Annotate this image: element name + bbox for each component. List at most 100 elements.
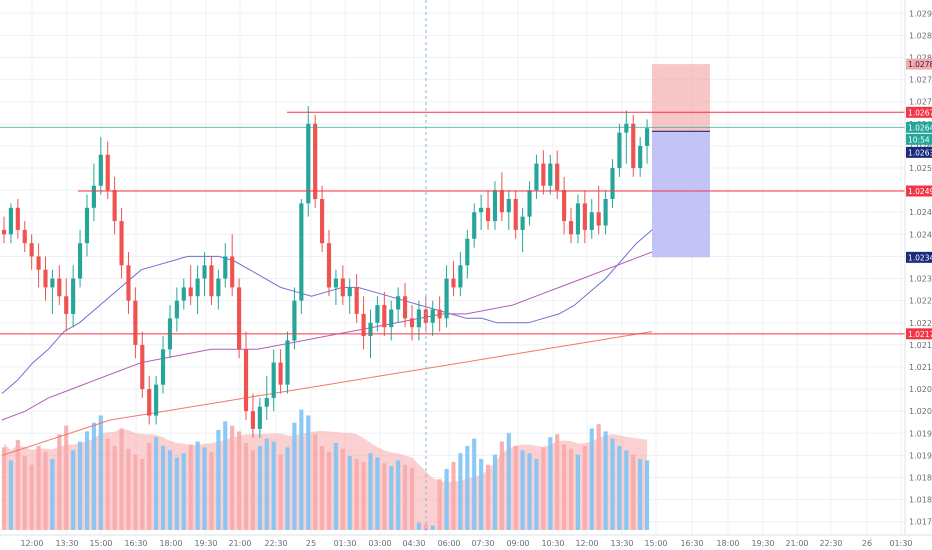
level-price-tag-box <box>906 106 932 118</box>
candle-body <box>610 168 615 199</box>
candle-body <box>555 163 560 191</box>
candle-body <box>250 411 256 429</box>
candle-body <box>465 238 470 266</box>
candle-body <box>492 190 498 222</box>
volume-bar <box>264 438 269 530</box>
time-tick-label: 13:30 <box>610 539 633 548</box>
volume-bar <box>479 458 484 530</box>
volume-bar <box>624 450 629 530</box>
candle-body <box>568 221 574 235</box>
horizontal-levels[interactable] <box>0 111 905 335</box>
candle-body <box>596 212 601 226</box>
candle-body <box>444 278 449 319</box>
volume-bar <box>333 443 338 530</box>
candle-body <box>306 123 311 204</box>
short-position-tool[interactable] <box>652 64 710 258</box>
candle-body <box>382 305 387 328</box>
target-price-tag-box <box>906 251 932 263</box>
candle-body <box>541 163 546 186</box>
volume-bar <box>112 445 117 530</box>
time-tick-label: 18:00 <box>159 539 182 548</box>
candle-body <box>340 278 345 297</box>
candle-body <box>271 362 276 398</box>
price-tick-label: 1.02850 <box>909 31 932 40</box>
time-tick-label: 19:30 <box>751 539 774 548</box>
candle-body <box>575 203 581 235</box>
volume-bar <box>1 447 7 530</box>
level-price-tag-box <box>906 328 932 340</box>
stop-price-tag-box <box>906 58 932 70</box>
candle-body <box>354 287 359 314</box>
candle-body <box>174 300 179 319</box>
volume-bar <box>285 447 290 530</box>
volume-bar <box>22 456 27 530</box>
volume-bar <box>541 447 546 530</box>
candle-body <box>237 287 242 350</box>
stop-price-tag: 1.02785 <box>908 60 932 69</box>
volume-bar <box>257 445 262 530</box>
price-tick-label: 1.02450 <box>909 208 932 217</box>
volume-bar <box>216 429 221 530</box>
candle-body <box>119 221 124 266</box>
volume-bar <box>444 469 449 530</box>
time-axis[interactable]: 12:00 13:30 15:00 16:30 18:00 19:30 21:00 22:30… <box>20 539 912 548</box>
price-tick-label: 1.02050 <box>909 385 932 394</box>
volume-bar <box>91 422 96 530</box>
candle-body <box>230 256 235 288</box>
time-tick-label: 21:00 <box>228 539 251 548</box>
price-tick-label: 1.02400 <box>909 230 932 239</box>
price-tick-label: 1.02300 <box>909 275 932 284</box>
level-price-tag: 1.02175 <box>908 330 932 339</box>
candle-body <box>112 190 117 222</box>
candle-body <box>513 198 518 230</box>
volume-bar <box>299 409 304 530</box>
time-tick-label: 22:30 <box>264 539 287 548</box>
volume-bar <box>582 445 587 530</box>
volume-bar <box>520 450 525 530</box>
volume-bar <box>167 450 173 530</box>
volume-bar <box>472 438 477 530</box>
time-tick-label: 22:30 <box>819 539 842 548</box>
volume-bar <box>160 445 166 530</box>
target-price-tag: 1.02348 <box>908 253 932 262</box>
volume-bar <box>610 438 615 530</box>
volume-bar <box>237 431 242 530</box>
price-tick-label: 1.01750 <box>909 518 932 527</box>
price-tick-label: 1.02000 <box>909 407 932 416</box>
candle-body <box>140 344 145 390</box>
candlesticks <box>1 106 650 438</box>
volume-bar <box>409 467 415 530</box>
candle-body <box>562 190 567 222</box>
candle-body <box>98 154 103 186</box>
candle-body <box>126 265 131 301</box>
volume-bar <box>555 434 560 530</box>
volume-bar <box>292 422 297 530</box>
volume-bar <box>202 447 207 530</box>
volume-bar <box>430 525 435 530</box>
candle-body <box>624 123 629 133</box>
volume-bar <box>458 453 463 530</box>
candle-body <box>50 278 55 288</box>
volume-bar <box>119 428 124 530</box>
time-tick-label: 26 <box>862 539 872 548</box>
candle-body <box>361 313 366 337</box>
volume-bar <box>645 460 650 530</box>
candle-body <box>396 296 401 310</box>
volume-bar <box>617 445 622 530</box>
volume-bar <box>313 434 318 530</box>
candle-body <box>181 287 186 301</box>
time-axis-background <box>0 535 932 550</box>
volume-bar <box>320 445 325 530</box>
volume-bar <box>492 454 498 530</box>
candle-body <box>472 212 477 239</box>
candle-body <box>264 397 269 407</box>
candle-body <box>617 132 622 169</box>
price-tick-label: 1.02150 <box>909 341 932 350</box>
volume-bar <box>174 457 179 530</box>
volume-bar <box>243 443 249 530</box>
candle-body <box>527 190 532 217</box>
time-tick-label: 16:30 <box>680 539 703 548</box>
candle-body <box>22 229 27 244</box>
volume-bar <box>485 464 491 530</box>
